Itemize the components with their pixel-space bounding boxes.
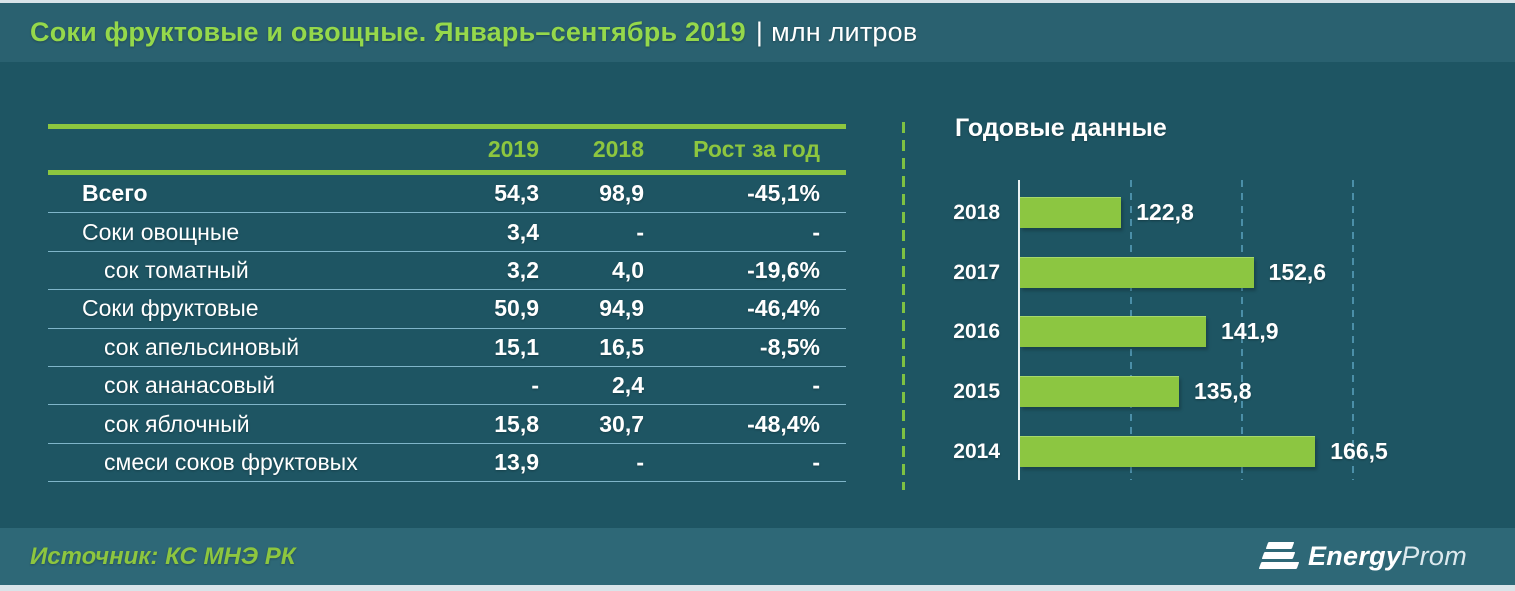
- value-label: 141,9: [1221, 318, 1279, 344]
- value-label: 122,8: [1136, 199, 1194, 225]
- footer-bar: Источник: КС МНЭ РК EnergyProm: [0, 528, 1515, 585]
- value-label: 166,5: [1330, 438, 1388, 464]
- logo-text: EnergyProm: [1308, 541, 1467, 572]
- column-header-2019: 2019: [487, 136, 539, 162]
- value-2018: 94,9: [599, 295, 644, 322]
- value-growth: -: [812, 448, 820, 475]
- chart-title: Годовые данные: [955, 114, 1167, 142]
- value-2019: 3,4: [507, 218, 539, 245]
- bar-2017: [1020, 256, 1254, 288]
- bar-2014: [1020, 436, 1316, 467]
- header-bar: Соки фруктовые и овощные. Январь–сентябр…: [0, 3, 1515, 62]
- value-2019: -: [531, 372, 539, 399]
- value-2018: 30,7: [599, 410, 644, 437]
- source-text: Источник: КС МНЭ РК: [30, 542, 296, 570]
- page-title: Соки фруктовые и овощные. Январь–сентябр…: [30, 17, 917, 48]
- table-header-row: 2019 2018 Рост за год: [48, 129, 846, 170]
- title-separator: |: [755, 17, 764, 47]
- juice-table: 2019 2018 Рост за год Всего 54,3 98,9 -45,1…: [48, 124, 846, 483]
- logo-text-prom: Prom: [1401, 541, 1467, 571]
- value-2018: -: [636, 218, 644, 245]
- table-row: Соки овощные 3,4 - -: [48, 213, 846, 252]
- title-main: Соки фруктовые и овощные. Январь–сентябр…: [30, 17, 746, 47]
- logo-bar-middle: [1261, 552, 1296, 559]
- value-growth: -19,6%: [747, 256, 820, 283]
- value-growth: -45,1%: [747, 180, 820, 207]
- value-growth: -8,5%: [759, 333, 820, 360]
- value-growth: -48,4%: [747, 410, 820, 437]
- table-row: сок томатный 3,2 4,0 -19,6%: [48, 252, 846, 291]
- top-edge-line: [0, 0, 1515, 3]
- value-growth: -: [812, 372, 820, 399]
- table-row: сок апельсиновый 15,1 16,5 -8,5%: [48, 329, 846, 367]
- row-label: сок яблочный: [104, 410, 250, 437]
- dashed-separator: [902, 122, 905, 490]
- logo-bar-top: [1265, 542, 1295, 549]
- value-label: 135,8: [1193, 378, 1252, 404]
- value-2018: -: [636, 448, 644, 475]
- title-unit: млн литров: [771, 17, 918, 47]
- year-label: 2015: [953, 380, 1000, 403]
- table-row: Соки фруктовые 50,9 94,9 -46,4%: [48, 290, 846, 329]
- year-label: 2016: [953, 320, 1000, 343]
- year-label: 2014: [953, 440, 1000, 463]
- value-2018: 4,0: [612, 256, 644, 283]
- row-label: сок апельсиновый: [104, 333, 300, 360]
- table-row: Всего 54,3 98,9 -45,1%: [48, 175, 846, 214]
- value-2019: 13,9: [494, 448, 539, 475]
- row-label: смеси соков фруктовых: [104, 448, 358, 475]
- gridline: [1241, 180, 1243, 480]
- value-2019: 15,8: [494, 410, 539, 437]
- energyprom-logo: EnergyProm: [1258, 541, 1467, 572]
- gridline: [1352, 180, 1354, 480]
- column-header-2018: 2018: [592, 136, 644, 162]
- logo-text-energy: Energy: [1307, 541, 1402, 571]
- bottom-edge-line: [0, 585, 1515, 591]
- table-row: смеси соков фруктовых 13,9 - -: [48, 444, 846, 483]
- value-2019: 54,3: [494, 180, 539, 207]
- row-label: Соки овощные: [82, 218, 240, 245]
- logo-bar-bottom: [1258, 562, 1300, 569]
- value-2018: 2,4: [612, 372, 644, 399]
- energyprom-flag-icon: [1258, 542, 1300, 569]
- value-2019: 15,1: [494, 333, 539, 360]
- table-header-border: [48, 170, 846, 175]
- row-label: сок томатный: [104, 256, 249, 283]
- table-row: сок ананасовый - 2,4 -: [48, 367, 846, 406]
- year-label: 2018: [953, 201, 1000, 224]
- value-2019: 3,2: [507, 256, 539, 283]
- year-label: 2017: [953, 260, 1000, 284]
- chart-plot-area: [1018, 180, 1354, 480]
- table-top-border: [48, 124, 846, 129]
- value-2018: 16,5: [599, 333, 644, 360]
- bar-2016: [1020, 316, 1207, 347]
- table-body: Всего 54,3 98,9 -45,1% Соки овощные 3,4- - сок …: [48, 175, 846, 483]
- value-growth: -46,4%: [747, 295, 820, 322]
- row-label: Всего: [82, 180, 148, 207]
- bar-2018: [1020, 197, 1122, 228]
- table-row: сок яблочный 15,8 30,7 -48,4%: [48, 405, 846, 444]
- bar-2015: [1020, 376, 1179, 407]
- value-2018: 98,9: [599, 180, 644, 207]
- column-header-growth: Рост за год: [693, 136, 820, 162]
- value-growth: -: [812, 218, 820, 245]
- value-2019: 50,9: [494, 295, 539, 322]
- row-label: сок ананасовый: [104, 372, 275, 399]
- value-label: 152,6: [1268, 258, 1327, 285]
- row-label: Соки фруктовые: [82, 295, 259, 322]
